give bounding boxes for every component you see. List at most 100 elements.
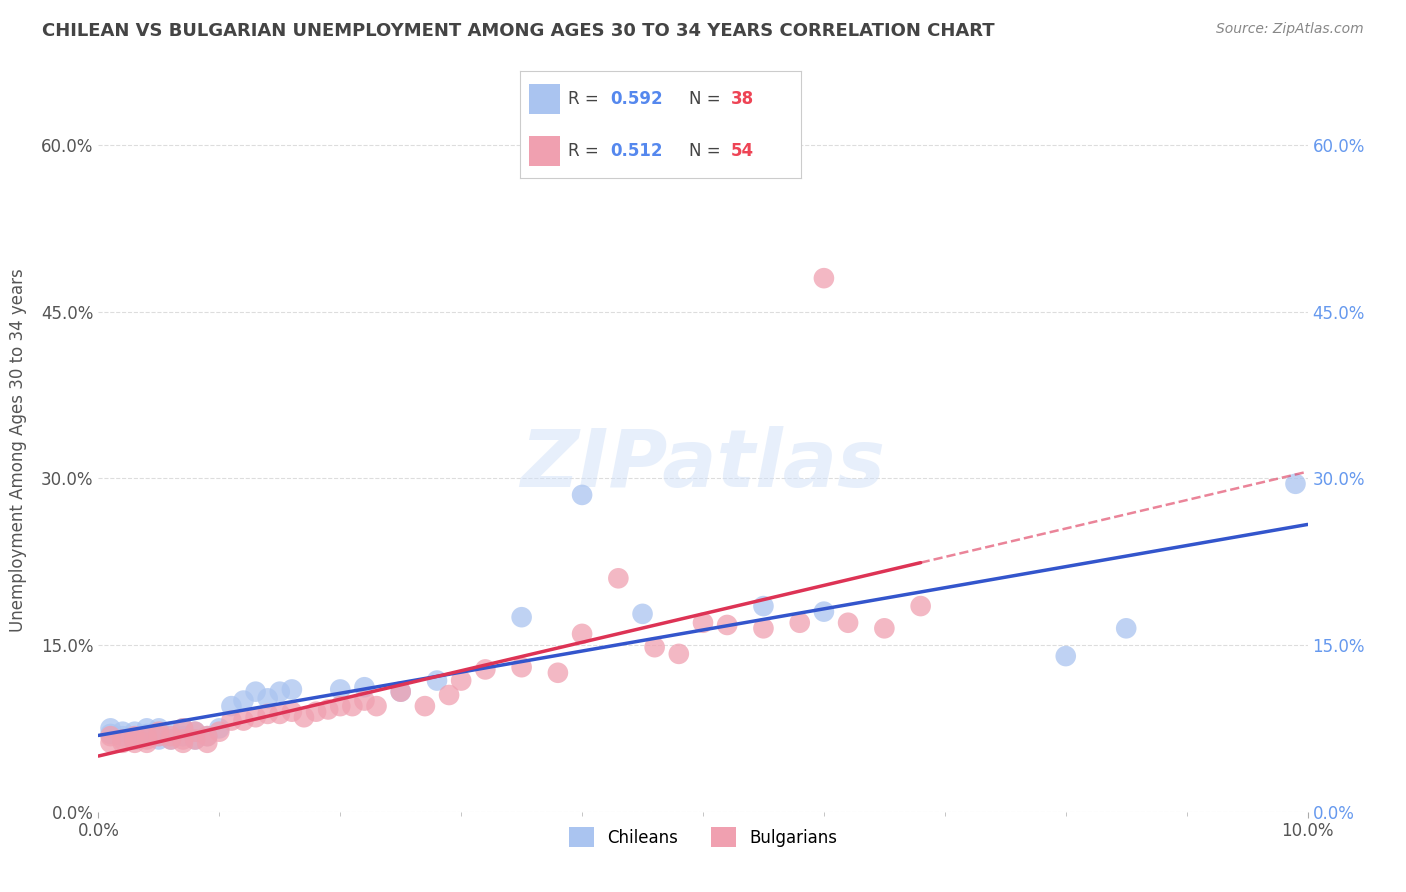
Text: N =: N = <box>689 90 725 108</box>
Point <box>160 732 183 747</box>
Point <box>813 271 835 285</box>
Point <box>124 724 146 739</box>
Point <box>100 727 122 741</box>
Point <box>716 618 738 632</box>
Point <box>124 732 146 747</box>
Point <box>1054 649 1077 664</box>
Text: Source: ZipAtlas.com: Source: ZipAtlas.com <box>1216 22 1364 37</box>
Point <box>329 682 352 697</box>
Point <box>1284 476 1306 491</box>
Point <box>668 647 690 661</box>
Point <box>752 621 775 635</box>
Point <box>329 699 352 714</box>
Point <box>124 736 146 750</box>
Text: R =: R = <box>568 90 605 108</box>
Point <box>474 662 496 676</box>
Point <box>124 732 146 747</box>
Point <box>148 724 170 739</box>
Point <box>316 702 339 716</box>
Text: N =: N = <box>689 142 725 160</box>
Point <box>111 729 134 743</box>
Point <box>269 706 291 721</box>
Point <box>172 732 194 747</box>
Point <box>366 699 388 714</box>
Point <box>631 607 654 621</box>
Point <box>292 710 315 724</box>
Point <box>413 699 436 714</box>
Point <box>172 729 194 743</box>
Point <box>184 724 207 739</box>
Point <box>510 660 533 674</box>
Point <box>111 732 134 747</box>
Point <box>426 673 449 688</box>
Point <box>305 705 328 719</box>
Point <box>221 714 243 728</box>
Point <box>195 729 218 743</box>
Point <box>184 724 207 739</box>
Point <box>195 736 218 750</box>
Text: R =: R = <box>568 142 605 160</box>
Text: 54: 54 <box>731 142 754 160</box>
Point <box>232 693 254 707</box>
Text: 0.512: 0.512 <box>610 142 662 160</box>
Point <box>607 571 630 585</box>
Point <box>148 722 170 736</box>
Point <box>752 599 775 613</box>
Point <box>571 627 593 641</box>
Point <box>160 729 183 743</box>
Point <box>160 724 183 739</box>
Point <box>100 722 122 736</box>
Point <box>172 722 194 736</box>
Point <box>148 732 170 747</box>
Point <box>148 729 170 743</box>
Point <box>692 615 714 630</box>
Point <box>873 621 896 635</box>
Bar <box>529 84 560 114</box>
Point <box>353 680 375 694</box>
Point <box>221 699 243 714</box>
Point <box>281 705 304 719</box>
Point <box>353 693 375 707</box>
Point <box>256 706 278 721</box>
Point <box>281 682 304 697</box>
Point <box>389 684 412 698</box>
Point <box>172 736 194 750</box>
Point <box>124 729 146 743</box>
Text: 38: 38 <box>731 90 754 108</box>
Point <box>160 732 183 747</box>
Point <box>245 710 267 724</box>
Point <box>208 722 231 736</box>
Point <box>232 714 254 728</box>
Point <box>135 722 157 736</box>
Point <box>184 732 207 747</box>
Text: CHILEAN VS BULGARIAN UNEMPLOYMENT AMONG AGES 30 TO 34 YEARS CORRELATION CHART: CHILEAN VS BULGARIAN UNEMPLOYMENT AMONG … <box>42 22 995 40</box>
Point <box>450 673 472 688</box>
Point <box>111 736 134 750</box>
Point <box>789 615 811 630</box>
Point <box>269 684 291 698</box>
Text: ZIPatlas: ZIPatlas <box>520 425 886 504</box>
Point <box>135 727 157 741</box>
Point <box>342 699 364 714</box>
Point <box>389 684 412 698</box>
Point <box>256 691 278 706</box>
Point <box>644 640 666 655</box>
Point <box>1115 621 1137 635</box>
Point <box>510 610 533 624</box>
Point <box>100 729 122 743</box>
Point <box>813 605 835 619</box>
Point <box>135 729 157 743</box>
Point <box>135 732 157 747</box>
Point <box>135 736 157 750</box>
Point <box>111 724 134 739</box>
Point <box>571 488 593 502</box>
Point <box>208 724 231 739</box>
Point <box>437 688 460 702</box>
Point <box>547 665 569 680</box>
Point <box>837 615 859 630</box>
Point <box>148 729 170 743</box>
Point <box>195 729 218 743</box>
Point <box>245 684 267 698</box>
Point <box>172 722 194 736</box>
Point <box>124 729 146 743</box>
